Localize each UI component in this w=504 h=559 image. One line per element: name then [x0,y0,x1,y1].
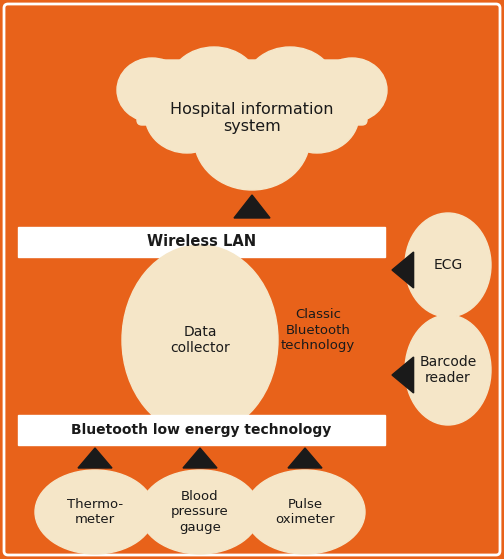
Text: Data
collector: Data collector [170,325,230,355]
Text: ECG: ECG [433,258,463,272]
Polygon shape [78,448,112,468]
Ellipse shape [122,245,278,435]
Text: Thermo-
meter: Thermo- meter [67,498,123,526]
FancyBboxPatch shape [18,415,385,445]
Ellipse shape [245,470,365,554]
Text: Hospital information
system: Hospital information system [170,102,334,134]
Text: Blood
pressure
gauge: Blood pressure gauge [171,490,229,533]
Ellipse shape [245,47,335,123]
Polygon shape [288,448,322,468]
Text: Wireless LAN: Wireless LAN [147,234,256,249]
Polygon shape [234,195,270,218]
Text: Classic
Bluetooth
technology: Classic Bluetooth technology [281,309,355,352]
Ellipse shape [117,58,187,122]
FancyBboxPatch shape [137,60,367,125]
Ellipse shape [145,77,229,153]
Polygon shape [392,252,414,288]
Ellipse shape [275,77,359,153]
Text: Pulse
oximeter: Pulse oximeter [275,498,335,526]
Ellipse shape [140,470,260,554]
Ellipse shape [405,213,491,317]
Ellipse shape [169,47,259,123]
Ellipse shape [317,58,387,122]
Text: Barcode
reader: Barcode reader [419,355,477,385]
Ellipse shape [35,470,155,554]
Text: Bluetooth low energy technology: Bluetooth low energy technology [72,423,332,437]
Polygon shape [183,448,217,468]
FancyBboxPatch shape [18,227,385,257]
Ellipse shape [405,315,491,425]
Polygon shape [392,357,414,393]
Ellipse shape [194,86,310,190]
